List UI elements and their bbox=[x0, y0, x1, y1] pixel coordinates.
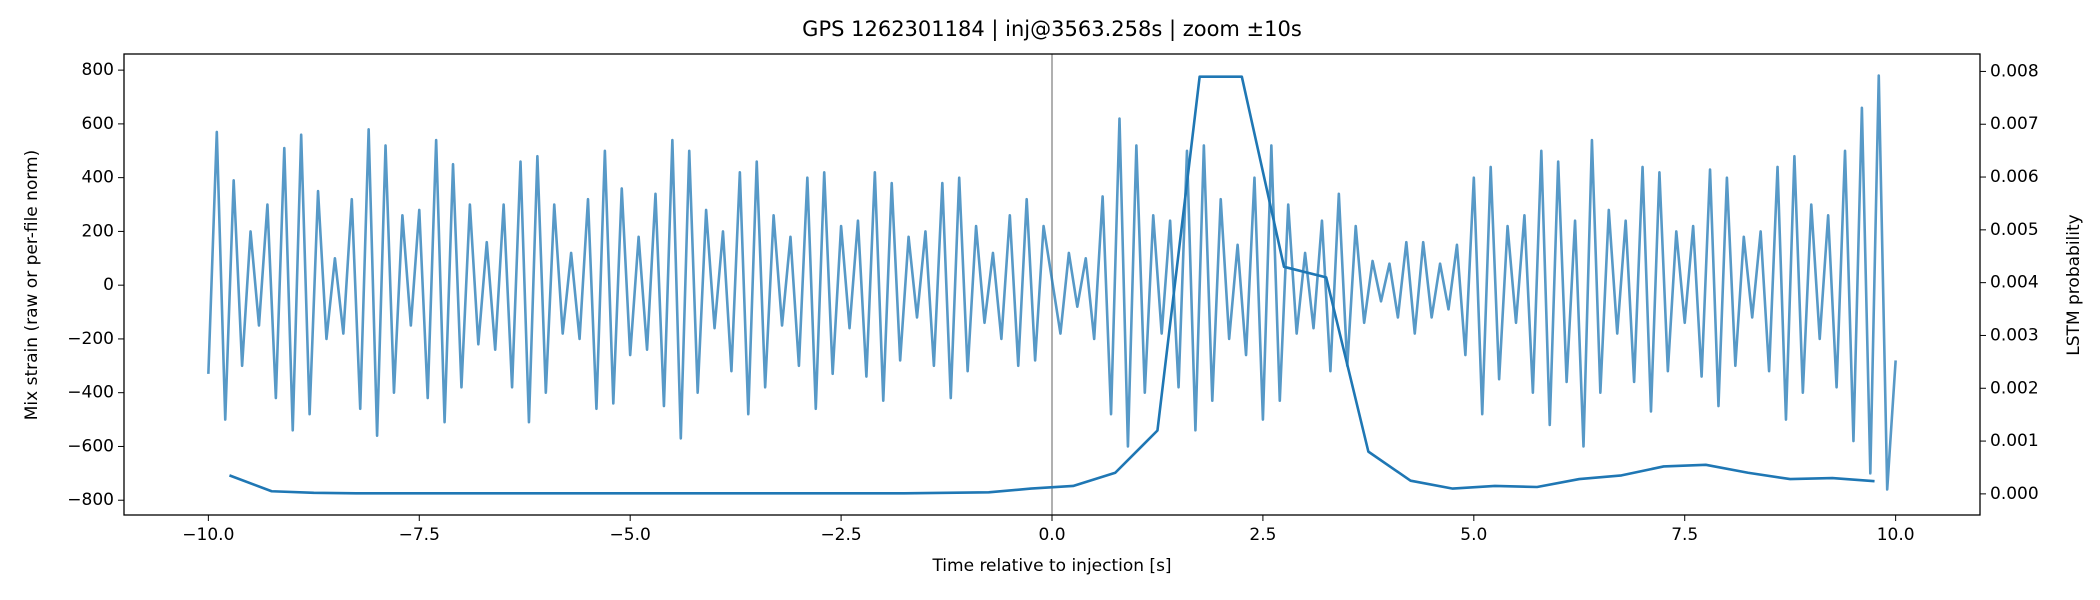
x-tick-label: 10.0 bbox=[1877, 525, 1915, 545]
x-tick-label: 7.5 bbox=[1671, 525, 1698, 545]
y2-tick-label: 0.003 bbox=[1990, 325, 2039, 345]
y-tick-label: 200 bbox=[82, 221, 114, 241]
y2-tick-label: 0.002 bbox=[1990, 378, 2039, 398]
plot-frame bbox=[123, 53, 1981, 516]
y2-tick-label: 0.007 bbox=[1990, 114, 2039, 134]
y-tick-label: −600 bbox=[67, 436, 114, 456]
x-tick-label: −7.5 bbox=[399, 525, 440, 545]
y-tick-label: 0 bbox=[103, 275, 114, 295]
y-tick-label: −400 bbox=[67, 383, 114, 403]
y2-tick-label: 0.006 bbox=[1990, 167, 2039, 187]
y-tick-label: 600 bbox=[82, 114, 114, 134]
x-tick-label: −2.5 bbox=[820, 525, 861, 545]
x-tick-label: 2.5 bbox=[1249, 525, 1276, 545]
y-tick-label: −200 bbox=[67, 329, 114, 349]
series-line bbox=[228, 75, 1875, 495]
x-tick-label: 5.0 bbox=[1460, 525, 1487, 545]
x-tick-label: −5.0 bbox=[610, 525, 651, 545]
y-tick-label: 400 bbox=[82, 168, 114, 188]
y2-tick-label: 0.001 bbox=[1990, 431, 2039, 451]
series-line bbox=[207, 74, 1897, 491]
x-tick-label: 0.0 bbox=[1038, 525, 1065, 545]
y2-tick-label: 0.004 bbox=[1990, 273, 2039, 293]
x-tick-label: −10.0 bbox=[182, 525, 234, 545]
y2-tick-label: 0.000 bbox=[1990, 484, 2039, 504]
y-axis-label: Mix strain (raw or per-file norm) bbox=[22, 150, 42, 420]
y-tick-label: 800 bbox=[82, 60, 114, 80]
y-tick-label: −800 bbox=[67, 490, 114, 510]
y2-tick-label: 0.008 bbox=[1990, 61, 2039, 81]
chart-title: GPS 1262301184 | inj@3563.258s | zoom ±1… bbox=[802, 17, 1302, 42]
x-axis-label: Time relative to injection [s] bbox=[931, 556, 1171, 576]
y2-tick-label: 0.005 bbox=[1990, 220, 2039, 240]
y2-axis-label: LSTM probability bbox=[2064, 214, 2084, 355]
